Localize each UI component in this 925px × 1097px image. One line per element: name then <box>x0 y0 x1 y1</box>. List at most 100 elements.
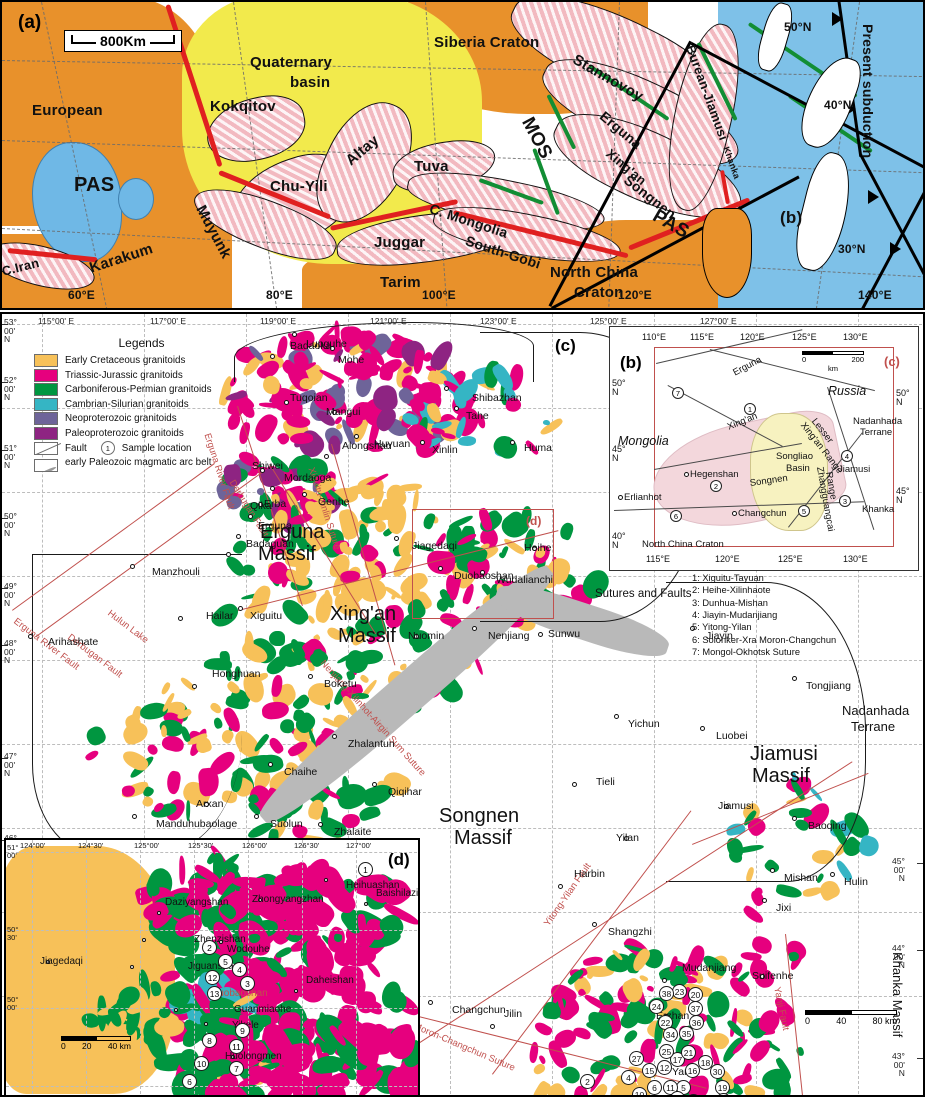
massif-label-massif: Massif <box>258 543 316 565</box>
suture-marker-5: 5 <box>798 505 810 517</box>
city-marker-wudalianchi <box>480 570 485 575</box>
granitoid-polygon-carboniferous-permian <box>333 933 343 943</box>
map-label-tarim: Tarim <box>380 274 421 291</box>
scalebar-panel-b: 0 200 km <box>802 351 864 373</box>
lon-label-d-12600: 126°00' <box>242 841 268 850</box>
city-label-mishan: Mishan <box>784 872 818 884</box>
granitoid-polygon-triassic-jurassic <box>266 735 286 755</box>
city-marker-huma <box>510 440 515 445</box>
city-marker-arxan <box>204 802 209 807</box>
legend-row-3: Cambrian-Silurian granitoids <box>34 397 249 411</box>
region-label-terrane: Terrane <box>860 427 893 438</box>
sample-location-21: 21 <box>681 1045 696 1060</box>
legend-swatch-0 <box>34 354 58 367</box>
city-label-d-zhongyangzhan: Zhongyangzhan <box>252 894 324 905</box>
city-label-jiamusi: Jiamusi <box>718 800 754 812</box>
region-label-north-china-craton: North China Craton <box>642 539 724 550</box>
lat-label-left: 47° 00' N <box>4 751 17 779</box>
grid-lon-line-d <box>86 840 87 1095</box>
city-label-mudanjiang: Mudanjiang <box>682 962 737 974</box>
country-label-mongolia: Mongolia <box>618 434 669 448</box>
suture-marker-4: 4 <box>841 450 853 462</box>
scalebar-mid: 40 <box>836 1016 847 1026</box>
city-label-xiguitu: Xiguitu <box>250 610 283 622</box>
lon-bottom-125: 125°E <box>778 554 803 564</box>
map-label-kokqitov: Kokqitov <box>210 98 276 115</box>
map-label-quaternary: Quaternary <box>250 54 333 71</box>
scalebar-bar <box>802 351 864 355</box>
granitoid-polygon-early-cretaceous <box>742 1084 766 1095</box>
city-label-arxan: Arxan <box>196 798 224 810</box>
legend-box: Legends Early Cretaceous granitoids Trias… <box>34 336 249 473</box>
lon-bottom-130: 130°E <box>843 554 868 564</box>
city-label-tieli: Tieli <box>596 776 615 788</box>
city-marker-mordaoga <box>270 486 275 491</box>
massif-label-massif: Massif <box>338 625 396 647</box>
granitoid-polygon-triassic-jurassic <box>289 432 313 445</box>
granitoid-polygon-carboniferous-permian <box>621 1028 639 1046</box>
city-marker-sunwu <box>538 632 543 637</box>
city-marker-mohe <box>330 346 335 351</box>
inset-d-extent-box <box>412 509 554 619</box>
lat-label-d: 51° 00' <box>7 843 19 860</box>
map-label-pas: PAS <box>74 174 115 196</box>
lat-right-b: 50° N <box>896 388 910 408</box>
scale-min: 0 <box>802 355 807 364</box>
city-label-nuomin: Nuomin <box>408 630 445 642</box>
terrane-label-nadanhada: Nadanhada <box>842 703 910 718</box>
scalebar-labels: 0 40 80 km <box>805 1016 897 1026</box>
city-marker-erguna <box>236 534 241 539</box>
grid-lat-line <box>2 744 923 745</box>
sample-location-24: 24 <box>649 999 664 1014</box>
city-marker-tongjiang <box>792 676 797 681</box>
granitoid-polygon-carboniferous-permian <box>310 1054 342 1075</box>
axis-label-140E: 140°E <box>858 288 892 302</box>
grid-lon-line-d <box>356 840 357 1095</box>
suture-item-3: 3: Dunhua-Mishan <box>692 597 768 608</box>
sutures-and-faults-title: Sutures and Faults <box>595 588 692 600</box>
lon-label-12500E: 125°00' E <box>590 316 627 326</box>
city-label-suolun: Suolun <box>270 818 303 830</box>
lat-label-left: 53° 00' N <box>4 317 17 345</box>
sample-location-d-13: 13 <box>207 986 222 1001</box>
grid-lon-line-d <box>248 840 249 1095</box>
sample-location-4: 4 <box>621 1070 636 1085</box>
city-label-chaihe: Chaihe <box>284 766 318 778</box>
lon-label-12300E: 123°00' E <box>480 316 517 326</box>
legend-row-0: Early Cretaceous granitoids <box>34 354 249 367</box>
suture-marker-3: 3 <box>839 495 851 507</box>
city-label-huyuan: Huyuan <box>374 438 411 450</box>
sample-location-35: 35 <box>679 1026 694 1041</box>
city-label-badaoka: Badaoka <box>290 340 332 352</box>
panel-a-tectonic-overview: 800Km (a) European PAS C.Iran Karakum Quater… <box>0 0 925 310</box>
city-label-erba: Erba <box>264 498 287 510</box>
city-label-badaguan: Badaguan <box>246 538 294 550</box>
city-label-yilan: Yilan <box>616 832 639 844</box>
lat-label-d: 50° 30' <box>7 925 19 942</box>
city-marker-qika <box>248 514 253 519</box>
city-label-zhalaite: Zhalaite <box>334 826 372 838</box>
city-label-d-wodouhe: Wodouhe <box>227 944 270 955</box>
lon-top-125: 125°E <box>792 332 817 342</box>
lon-bottom-120: 120°E <box>715 554 740 564</box>
massif-label-songnen: Songnen <box>439 805 520 827</box>
legend-row-arc: early Paleozoic magmatic arc belt <box>34 457 249 472</box>
scalebar-segments-d <box>61 1036 131 1041</box>
trench-barb <box>832 12 843 26</box>
scale-unit: km <box>828 364 838 373</box>
city-label-d-zhenzishan: Zhenzishan <box>194 934 246 945</box>
city-marker-manduhubaolage <box>132 814 137 819</box>
scalebar-max: 80 km <box>872 1016 897 1026</box>
city-marker-huyuan <box>354 434 359 439</box>
city-label-huma: Huma <box>524 442 553 454</box>
city-label-alongshan: Alongshan <box>342 440 392 452</box>
city-label-d-heihuashan: Heihuashan <box>346 880 400 891</box>
trench-barb <box>890 242 901 256</box>
grid-lon-line <box>42 314 43 1095</box>
lat-label-left: 49° 00' N <box>4 581 17 609</box>
city-marker-yichun <box>614 714 619 719</box>
city-marker-d-daheishan <box>294 989 298 993</box>
city-marker-d-heihuashan <box>324 878 328 882</box>
city-marker-tahe <box>454 406 459 411</box>
lon-label-11900E: 119°00' E <box>260 316 297 326</box>
